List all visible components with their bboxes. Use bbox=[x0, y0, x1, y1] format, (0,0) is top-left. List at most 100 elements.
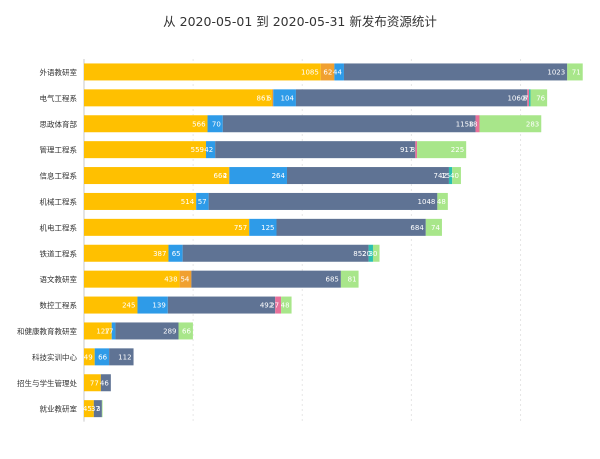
bar-segment bbox=[437, 192, 448, 210]
bar-segment bbox=[84, 296, 138, 314]
category-label: 招生与学生管理处 bbox=[17, 378, 77, 388]
bar-segment bbox=[340, 270, 359, 288]
data-label: 37 bbox=[91, 405, 100, 413]
bar-segment bbox=[182, 244, 369, 262]
data-label: 18 bbox=[469, 120, 478, 128]
data-label: 861 bbox=[257, 94, 270, 102]
bar-segment bbox=[286, 167, 449, 185]
data-label: 1023 bbox=[547, 68, 565, 76]
category-label: 科技实训中心 bbox=[32, 352, 77, 362]
data-label: 81 bbox=[348, 276, 357, 284]
bar-segment bbox=[84, 270, 180, 288]
bar-segment bbox=[215, 141, 416, 159]
chart-title: 从 2020-05-01 到 2020-05-31 新发布资源统计 bbox=[163, 14, 437, 29]
bar-segment bbox=[417, 141, 467, 159]
data-label: 3 bbox=[96, 405, 100, 413]
data-label: 20 bbox=[362, 250, 371, 258]
data-label: 225 bbox=[451, 146, 464, 154]
data-label: 27 bbox=[270, 302, 279, 310]
bar-segment bbox=[84, 89, 272, 107]
data-label: 127 bbox=[96, 327, 109, 335]
data-label: 684 bbox=[410, 224, 424, 232]
bars-layer bbox=[84, 63, 583, 418]
data-label: 566 bbox=[192, 120, 206, 128]
bar-segment bbox=[448, 167, 453, 185]
data-label: 264 bbox=[272, 172, 286, 180]
bar-segment bbox=[101, 400, 103, 418]
bar-segment bbox=[94, 348, 110, 366]
data-label: 742 bbox=[434, 172, 447, 180]
data-label: 54 bbox=[180, 276, 189, 284]
bar-segment bbox=[368, 244, 373, 262]
category-label: 机电工程系 bbox=[40, 222, 78, 232]
data-label: 7 bbox=[524, 94, 528, 102]
bar-segment bbox=[109, 348, 134, 366]
data-label: 74 bbox=[431, 224, 440, 232]
bar-segment bbox=[415, 141, 418, 159]
bar-segment bbox=[222, 115, 476, 133]
category-label: 信息工程系 bbox=[40, 171, 78, 181]
data-label: 1048 bbox=[418, 198, 436, 206]
data-label: 70 bbox=[212, 120, 221, 128]
data-label: 8 bbox=[523, 94, 527, 102]
bar-segment bbox=[208, 192, 438, 210]
bar-segment bbox=[276, 218, 426, 236]
data-label: 71 bbox=[572, 68, 581, 76]
bar-segment bbox=[179, 270, 192, 288]
bar-segment bbox=[84, 141, 207, 159]
data-label: 438 bbox=[164, 276, 177, 284]
data-label: 917 bbox=[400, 146, 413, 154]
data-label: 44 bbox=[333, 68, 342, 76]
bar-segment bbox=[229, 167, 287, 185]
bar-segment bbox=[206, 141, 216, 159]
bar-segment bbox=[530, 89, 548, 107]
bar-segment bbox=[275, 296, 282, 314]
data-label: 1060 bbox=[507, 94, 525, 102]
data-label: 245 bbox=[122, 302, 135, 310]
data-label: 76 bbox=[536, 94, 545, 102]
bar-segment bbox=[84, 244, 169, 262]
data-label: 514 bbox=[181, 198, 195, 206]
bar-segment bbox=[84, 400, 94, 418]
data-label: 49 bbox=[84, 353, 93, 361]
data-label: 559 bbox=[191, 146, 204, 154]
bar-segment bbox=[93, 400, 102, 418]
data-label: 66 bbox=[98, 353, 107, 361]
bar-segment bbox=[273, 89, 296, 107]
data-label: 65 bbox=[172, 250, 181, 258]
bar-segment bbox=[84, 348, 95, 366]
bar-segment bbox=[567, 63, 583, 81]
bar-segment bbox=[84, 218, 250, 236]
bar-segment bbox=[115, 322, 179, 340]
data-label: 42 bbox=[204, 146, 213, 154]
data-label: 112 bbox=[118, 353, 131, 361]
bar-segment bbox=[178, 322, 193, 340]
data-label: 30 bbox=[369, 250, 378, 258]
bar-segment bbox=[111, 322, 116, 340]
bar-segment bbox=[84, 374, 101, 392]
bar-segment bbox=[100, 374, 111, 392]
bar-segment bbox=[452, 167, 461, 185]
bar-segment bbox=[191, 270, 341, 288]
data-label: 139 bbox=[152, 302, 165, 310]
category-label: 思政体育部 bbox=[40, 119, 78, 129]
data-label: 125 bbox=[261, 224, 274, 232]
bar-segment bbox=[529, 89, 531, 107]
bar-segment bbox=[475, 115, 480, 133]
data-label: 66 bbox=[182, 327, 191, 335]
category-label: 数控工程系 bbox=[40, 300, 78, 310]
bar-segment bbox=[271, 89, 274, 107]
bar-segment bbox=[84, 115, 208, 133]
bar-segment bbox=[320, 63, 335, 81]
category-axis: 外语教研室电气工程系思政体育部管理工程系信息工程系机械工程系机电工程系铁道工程系… bbox=[17, 67, 77, 414]
data-label: 852 bbox=[353, 250, 366, 258]
category-label: 管理工程系 bbox=[40, 145, 78, 155]
bar-segment bbox=[207, 115, 223, 133]
bar-segment bbox=[84, 63, 321, 81]
bar-segment bbox=[84, 192, 197, 210]
category-label: 电气工程系 bbox=[40, 93, 78, 103]
data-label: 1158 bbox=[456, 120, 474, 128]
bar-segment bbox=[343, 63, 568, 81]
data-label: 104 bbox=[281, 94, 295, 102]
